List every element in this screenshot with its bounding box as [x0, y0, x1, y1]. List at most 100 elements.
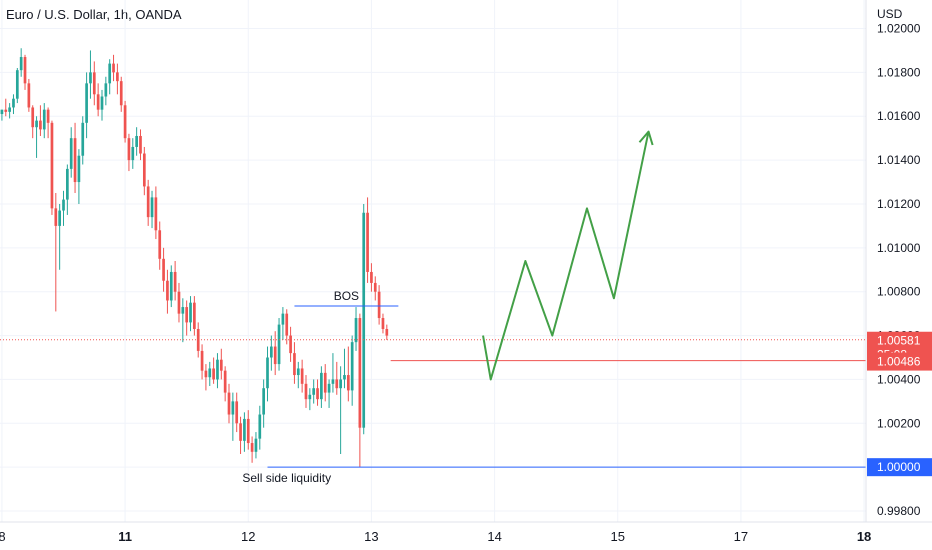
candle-body: [339, 379, 342, 389]
candle-body: [31, 107, 35, 128]
candle-body: [100, 96, 104, 110]
candle-body: [327, 383, 331, 393]
candle-body: [239, 423, 242, 441]
candle-body: [370, 271, 373, 283]
candle-body: [58, 210, 62, 226]
candle-body: [320, 372, 323, 400]
candle-body: [27, 83, 31, 108]
y-tick-label: 1.00200: [877, 416, 921, 430]
candle-body: [277, 324, 281, 365]
candle-body: [362, 212, 366, 428]
x-tick-label: 15: [611, 529, 625, 544]
candle-body: [81, 122, 85, 156]
price-badge-text: 1.00581: [877, 334, 921, 348]
candle-body: [89, 72, 92, 84]
y-tick-label: 0.99800: [877, 504, 921, 518]
candle-body: [269, 346, 273, 358]
x-tick-label: 17: [734, 529, 748, 544]
candle-body: [108, 63, 112, 84]
projection-path: [482, 131, 650, 381]
candle-body: [73, 138, 77, 183]
y-tick-label: 1.01200: [877, 197, 921, 211]
x-tick-label: 13: [364, 529, 378, 544]
candle-body: [193, 302, 196, 329]
candle-body: [366, 212, 369, 272]
candle-body: [116, 72, 119, 82]
candle-body: [219, 359, 223, 371]
candle-body: [169, 271, 173, 301]
candle-body: [62, 199, 65, 211]
candle-body: [335, 379, 339, 389]
bos-label: BOS: [334, 289, 359, 303]
candle-body: [273, 346, 277, 365]
chart-title: Euro / U.S. Dollar, 1h, OANDA: [6, 7, 182, 22]
candle-body: [266, 357, 269, 389]
candle-body: [104, 83, 108, 97]
candle-body: [331, 379, 335, 384]
candle-body: [323, 372, 327, 393]
x-tick-label: 14: [487, 529, 501, 544]
y-tick-label: 1.02000: [877, 22, 921, 36]
candle-body: [281, 313, 285, 325]
candle-body: [181, 307, 185, 314]
candle-body: [69, 138, 73, 169]
x-tick-label: 12: [241, 529, 255, 544]
candle-body: [131, 146, 135, 161]
candle-body: [177, 291, 181, 314]
candle-body: [377, 291, 381, 319]
candle-body: [308, 394, 312, 400]
candle-body: [54, 208, 58, 226]
candle-body: [135, 135, 138, 147]
candle-body: [189, 302, 192, 323]
candle-body: [77, 155, 81, 183]
candle-body: [350, 342, 354, 391]
candle-body: [285, 313, 289, 336]
candle-body: [316, 388, 319, 400]
candle-body: [231, 401, 235, 415]
candle-body: [204, 370, 208, 378]
candle-body: [12, 98, 15, 108]
candle-body: [243, 418, 246, 441]
candle-body: [96, 94, 100, 110]
candle-body: [343, 375, 346, 380]
candle-body: [162, 258, 165, 281]
candle-body: [0, 109, 4, 115]
x-tick-label: 8: [0, 529, 6, 544]
y-tick-label: 1.01600: [877, 109, 921, 123]
candle-body: [4, 109, 8, 112]
candle-body: [235, 401, 239, 424]
candle-body: [35, 120, 38, 128]
candle-body: [373, 282, 377, 292]
candle-body: [200, 350, 204, 371]
y-tick-label: 1.00800: [877, 285, 921, 299]
candle-body: [112, 63, 115, 73]
candle-body: [15, 70, 19, 99]
y-tick-label: 1.00400: [877, 372, 921, 386]
y-tick-label: 1.01400: [877, 153, 921, 167]
candle-body: [208, 368, 212, 378]
candle-body: [50, 122, 54, 209]
candle-body: [289, 335, 292, 354]
candle-body: [142, 153, 146, 187]
candle-body: [39, 120, 42, 130]
candle-body: [92, 72, 96, 95]
candle-body: [8, 107, 11, 112]
candle-body: [123, 105, 127, 139]
candle-body: [358, 318, 362, 428]
currency-label: USD: [877, 7, 903, 21]
candle-body: [23, 57, 27, 84]
candle-body: [85, 83, 88, 123]
x-tick-label: 11: [118, 529, 132, 544]
candle-body: [212, 368, 215, 380]
candle-body: [300, 368, 304, 384]
projection-arrowhead: [638, 130, 654, 146]
candle-body: [154, 197, 158, 231]
candle-body: [139, 135, 142, 154]
candle-body: [127, 138, 131, 161]
candle-body: [66, 168, 69, 200]
candle-body: [346, 375, 350, 391]
liquidity-badge: [867, 458, 932, 477]
candle-body: [262, 388, 265, 415]
candle-body: [216, 359, 219, 380]
